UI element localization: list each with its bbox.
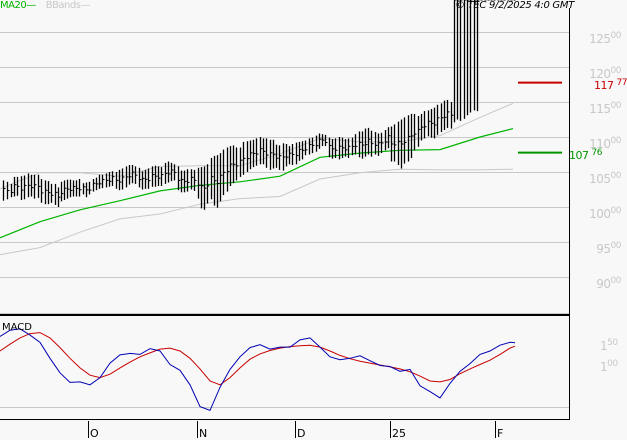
x-axis-label: N <box>199 427 208 440</box>
bband-lower-line <box>0 168 514 256</box>
y-axis-label: 9500 <box>596 241 621 256</box>
x-axis-label: D <box>297 427 306 440</box>
y-axis-label: 10000 <box>589 206 621 221</box>
y-axis-label: 12000 <box>589 66 621 81</box>
x-axis-label: O <box>90 427 99 440</box>
support-price-label: 107 76 <box>569 147 602 162</box>
y-axis-label: 10500 <box>589 171 621 186</box>
x-axis-label: 25 <box>392 427 406 440</box>
legend-bbands: BBands— <box>45 0 91 11</box>
y-axis-label: 11000 <box>589 136 621 151</box>
copyright-timestamp: © TEC 9/2/2025 4:0 GMT <box>455 0 575 11</box>
macd-axis-label: 100 <box>600 359 618 374</box>
y-axis-label: 11500 <box>589 101 621 116</box>
ma20-line <box>0 128 514 239</box>
chart-legend: MA20— BBands— <box>0 0 90 11</box>
macd-title: MACD <box>2 322 32 333</box>
macd-signal-line <box>0 332 516 386</box>
x-axis-label: F <box>497 427 504 440</box>
macd-line <box>0 328 516 412</box>
legend-ma20: MA20— <box>0 0 36 11</box>
y-axis-label: 12500 <box>589 31 621 46</box>
resistance-price-label: 117 77 <box>594 77 627 92</box>
y-axis-label: 9000 <box>596 276 621 291</box>
macd-axis-label: 150 <box>600 338 618 353</box>
